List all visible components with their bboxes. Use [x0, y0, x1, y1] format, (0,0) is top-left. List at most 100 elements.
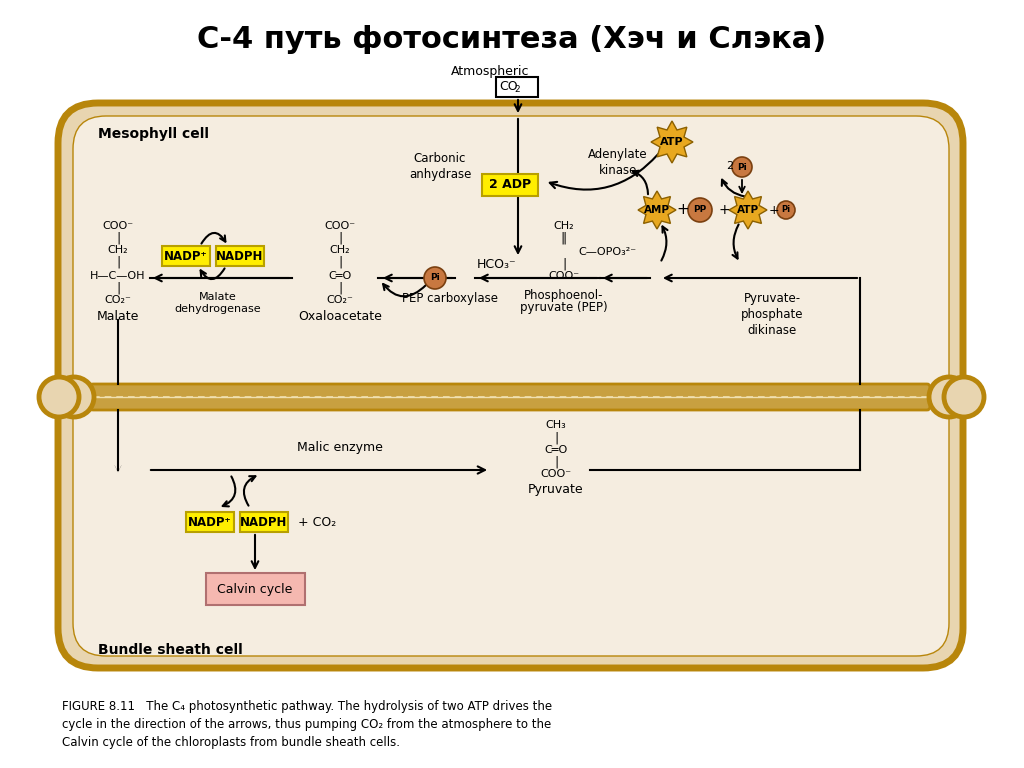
Circle shape [732, 157, 752, 177]
Text: |: | [338, 231, 342, 244]
Circle shape [39, 377, 79, 417]
Text: |: | [554, 455, 558, 468]
Text: COO⁻: COO⁻ [541, 469, 571, 479]
FancyArrowPatch shape [202, 233, 225, 243]
Text: Adenylate
kinase: Adenylate kinase [588, 148, 648, 177]
Text: +: + [718, 203, 730, 217]
Text: NADPH: NADPH [216, 250, 264, 263]
FancyBboxPatch shape [496, 77, 538, 97]
FancyArrowPatch shape [155, 275, 289, 281]
Circle shape [929, 377, 969, 417]
Text: HCO₃⁻: HCO₃⁻ [477, 257, 517, 270]
Text: CO: CO [499, 81, 517, 94]
Text: Mesophyll cell: Mesophyll cell [98, 127, 209, 141]
FancyBboxPatch shape [216, 246, 264, 266]
FancyBboxPatch shape [90, 384, 930, 410]
Text: Atmospheric: Atmospheric [451, 65, 529, 78]
FancyArrowPatch shape [385, 275, 453, 281]
FancyBboxPatch shape [162, 246, 210, 266]
Polygon shape [638, 191, 676, 229]
Circle shape [54, 377, 94, 417]
Text: CH₂: CH₂ [330, 245, 350, 255]
Text: |: | [338, 256, 342, 269]
FancyBboxPatch shape [240, 512, 288, 532]
Text: Malic enzyme: Malic enzyme [297, 442, 383, 455]
Text: + CO₂: + CO₂ [298, 515, 336, 528]
Text: 2: 2 [726, 161, 733, 171]
Text: ATP: ATP [737, 205, 759, 215]
FancyBboxPatch shape [482, 174, 538, 196]
Text: PP: PP [693, 206, 707, 214]
Text: pyruvate (PEP): pyruvate (PEP) [520, 302, 608, 315]
Polygon shape [729, 191, 767, 229]
FancyBboxPatch shape [58, 103, 963, 668]
Text: AMP: AMP [644, 205, 670, 215]
Text: +: + [769, 204, 779, 217]
FancyBboxPatch shape [206, 573, 305, 605]
FancyArrowPatch shape [722, 180, 745, 197]
FancyArrowPatch shape [151, 466, 485, 474]
FancyArrowPatch shape [115, 465, 121, 472]
Text: Pi: Pi [737, 163, 746, 171]
Text: NADP⁺: NADP⁺ [188, 515, 231, 528]
Text: Pyruvate-
phosphate
dikinase: Pyruvate- phosphate dikinase [740, 292, 803, 337]
FancyArrowPatch shape [633, 170, 648, 194]
FancyBboxPatch shape [73, 116, 949, 656]
Text: COO⁻: COO⁻ [102, 221, 133, 231]
Text: |: | [338, 282, 342, 294]
Text: 2 ADP: 2 ADP [488, 178, 531, 191]
Text: Pyruvate: Pyruvate [528, 482, 584, 495]
Text: FIGURE 8.11   The C₄ photosynthetic pathway. The hydrolysis of two ATP drives th: FIGURE 8.11 The C₄ photosynthetic pathwa… [62, 700, 552, 749]
FancyArrowPatch shape [605, 275, 647, 281]
Text: Calvin cycle: Calvin cycle [217, 582, 293, 595]
FancyArrowPatch shape [732, 224, 738, 259]
Text: Phosphoenol-: Phosphoenol- [524, 290, 604, 303]
Circle shape [688, 198, 712, 222]
FancyArrowPatch shape [244, 476, 255, 505]
Text: C═O: C═O [329, 271, 351, 281]
Text: |: | [562, 257, 566, 270]
Text: |: | [116, 282, 120, 294]
Text: +: + [677, 203, 689, 217]
Text: NADPH: NADPH [241, 515, 288, 528]
FancyArrowPatch shape [739, 180, 744, 192]
Text: |: | [116, 256, 120, 269]
Text: H—C—OH: H—C—OH [90, 271, 145, 281]
FancyArrowPatch shape [222, 476, 236, 506]
Text: CO₂⁻: CO₂⁻ [327, 295, 353, 305]
Text: CH₂: CH₂ [108, 245, 128, 255]
Circle shape [424, 267, 446, 289]
FancyArrowPatch shape [515, 119, 521, 253]
Text: ‖: ‖ [561, 231, 567, 244]
Text: ATP: ATP [660, 137, 684, 147]
Text: COO⁻: COO⁻ [549, 271, 580, 281]
Text: С-4 путь фотосинтеза (Хэч и Слэка): С-4 путь фотосинтеза (Хэч и Слэка) [198, 25, 826, 55]
FancyArrowPatch shape [383, 284, 426, 296]
Text: CO₂⁻: CO₂⁻ [104, 295, 131, 305]
Text: CH₂: CH₂ [554, 221, 574, 231]
Circle shape [944, 377, 984, 417]
FancyArrowPatch shape [662, 227, 668, 260]
Text: Carbonic
anhydrase: Carbonic anhydrase [409, 152, 471, 181]
FancyArrowPatch shape [481, 275, 597, 281]
Text: Oxaloacetate: Oxaloacetate [298, 310, 382, 323]
Circle shape [777, 201, 795, 219]
Text: Pi: Pi [781, 206, 791, 214]
FancyArrowPatch shape [201, 268, 224, 279]
Text: COO⁻: COO⁻ [325, 221, 355, 231]
Text: C═O: C═O [545, 445, 567, 455]
FancyArrowPatch shape [550, 154, 658, 190]
Text: |: | [554, 432, 558, 445]
Text: CH₃: CH₃ [546, 420, 566, 430]
FancyBboxPatch shape [186, 512, 234, 532]
FancyArrowPatch shape [252, 535, 258, 568]
Text: C—OPO₃²⁻: C—OPO₃²⁻ [578, 247, 636, 257]
Text: Bundle sheath cell: Bundle sheath cell [98, 643, 243, 657]
Text: Malate: Malate [97, 310, 139, 323]
FancyArrowPatch shape [666, 275, 857, 281]
FancyArrowPatch shape [515, 100, 521, 111]
Polygon shape [651, 121, 693, 163]
Text: Malate
dehydrogenase: Malate dehydrogenase [175, 292, 261, 314]
Text: |: | [116, 231, 120, 244]
Text: 2: 2 [514, 85, 519, 94]
